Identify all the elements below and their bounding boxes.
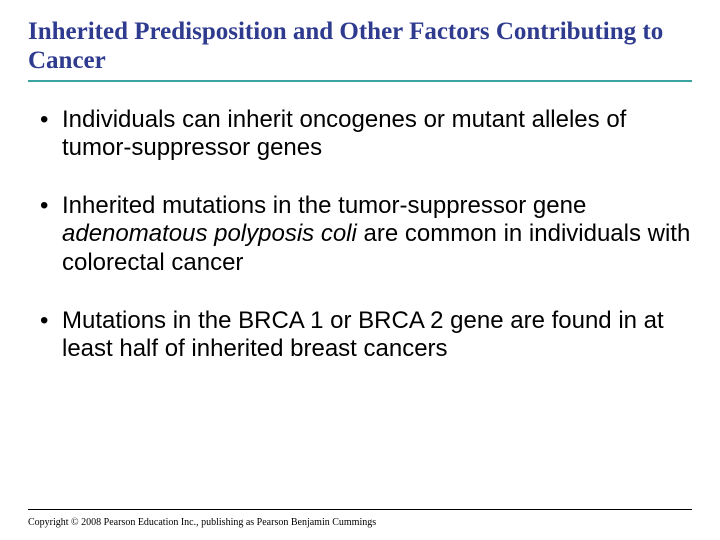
slide-title: Inherited Predisposition and Other Facto… [28, 18, 692, 76]
bullet-item: Individuals can inherit oncogenes or mut… [36, 106, 692, 163]
title-underline [28, 80, 692, 82]
bullet-text-segment: adenomatous polyposis coli [62, 220, 357, 247]
bullet-text-segment: Inherited mutations in the tumor-suppres… [62, 192, 586, 219]
bullet-text-segment: Mutations in the BRCA 1 or BRCA 2 gene a… [62, 307, 664, 362]
footer-rule [28, 509, 692, 510]
slide-container: Inherited Predisposition and Other Facto… [0, 0, 720, 540]
bullet-item: Mutations in the BRCA 1 or BRCA 2 gene a… [36, 307, 692, 364]
bullet-list: Individuals can inherit oncogenes or mut… [28, 106, 692, 364]
copyright-text: Copyright © 2008 Pearson Education Inc.,… [28, 517, 376, 528]
bullet-item: Inherited mutations in the tumor-suppres… [36, 192, 692, 277]
bullet-text-segment: Individuals can inherit oncogenes or mut… [62, 106, 626, 161]
